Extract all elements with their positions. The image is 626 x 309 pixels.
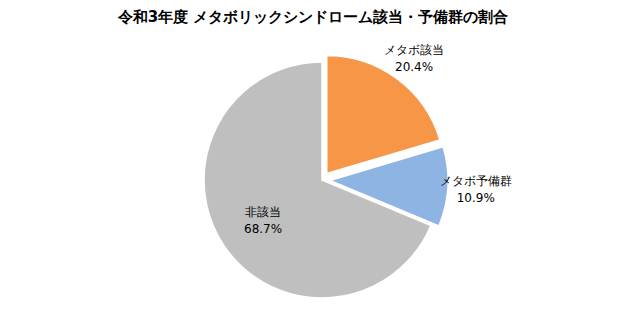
background [0, 0, 626, 309]
value-label: 68.7% [244, 222, 282, 236]
category-label: メタボ該当 [384, 43, 444, 57]
chart-container: 令和3年度 メタボリックシンドローム該当・予備群の割合メタボ該当20.4%メタボ… [0, 0, 626, 309]
data-labels: メタボ該当 20.4% メタボ予備群 10.9% 非該当 68.7% [244, 43, 512, 237]
slices [204, 56, 448, 298]
slice [204, 62, 431, 298]
category-label: 非該当 [245, 205, 281, 219]
title: 令和3年度 メタボリックシンドローム該当・予備群の割合 [117, 8, 509, 26]
category-label: メタボ予備群 [440, 174, 512, 188]
chart-svg: 令和3年度 メタボリックシンドローム該当・予備群の割合メタボ該当20.4%メタボ… [0, 0, 626, 309]
value-label: 20.4% [395, 60, 433, 74]
value-label: 10.9% [457, 191, 495, 205]
